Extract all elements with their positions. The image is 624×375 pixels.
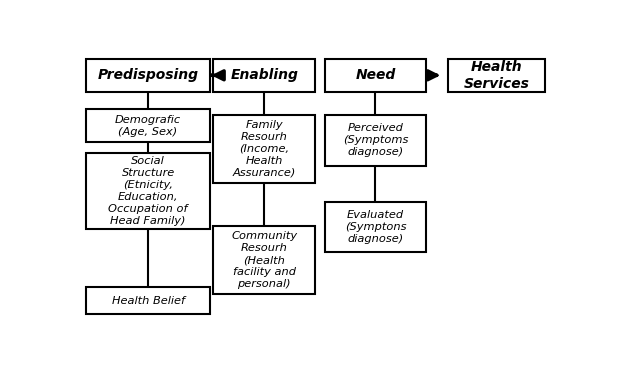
Text: Enabling: Enabling — [230, 68, 298, 82]
Text: Perceived
(Symptoms
diagnose): Perceived (Symptoms diagnose) — [343, 123, 408, 157]
Text: Community
Resourh
(Health
facility and
personal): Community Resourh (Health facility and p… — [231, 231, 297, 289]
FancyBboxPatch shape — [87, 153, 210, 229]
FancyBboxPatch shape — [213, 226, 315, 294]
Text: Demografic
(Age, Sex): Demografic (Age, Sex) — [115, 115, 181, 137]
FancyBboxPatch shape — [213, 115, 315, 183]
Text: Family
Resourh
(Income,
Health
Assurance): Family Resourh (Income, Health Assurance… — [233, 120, 296, 178]
Text: Health
Services: Health Services — [464, 60, 529, 91]
Text: Social
Structure
(Etnicity,
Education,
Occupation of
Head Family): Social Structure (Etnicity, Education, O… — [109, 156, 188, 226]
Text: Health Belief: Health Belief — [112, 296, 185, 306]
FancyBboxPatch shape — [213, 59, 315, 92]
FancyBboxPatch shape — [324, 59, 426, 92]
FancyBboxPatch shape — [448, 59, 545, 92]
FancyBboxPatch shape — [87, 109, 210, 142]
FancyBboxPatch shape — [87, 59, 210, 92]
FancyBboxPatch shape — [324, 115, 426, 165]
Text: Predisposing: Predisposing — [97, 68, 198, 82]
Text: Need: Need — [355, 68, 396, 82]
Text: Evaluated
(Symptons
diagnose): Evaluated (Symptons diagnose) — [344, 210, 406, 244]
FancyBboxPatch shape — [87, 287, 210, 314]
FancyBboxPatch shape — [324, 202, 426, 252]
